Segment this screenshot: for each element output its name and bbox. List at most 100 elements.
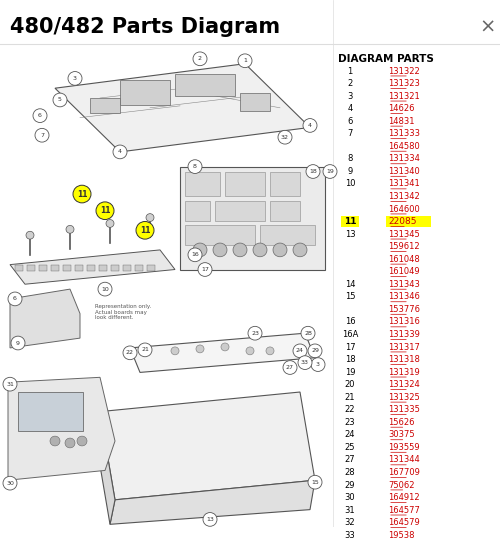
Bar xyxy=(185,172,220,196)
Circle shape xyxy=(196,345,204,353)
Text: 1: 1 xyxy=(243,58,247,63)
Text: 31: 31 xyxy=(6,381,14,387)
Text: 14: 14 xyxy=(345,280,355,289)
Polygon shape xyxy=(130,333,315,372)
Text: 131318: 131318 xyxy=(388,355,420,364)
Text: 32: 32 xyxy=(281,134,289,140)
Bar xyxy=(111,265,119,272)
Text: 153776: 153776 xyxy=(388,305,420,314)
Text: 3: 3 xyxy=(73,76,77,81)
Bar xyxy=(260,225,315,245)
Circle shape xyxy=(68,72,82,85)
Text: 1: 1 xyxy=(348,67,352,75)
Text: 10: 10 xyxy=(101,287,109,292)
Text: 164600: 164600 xyxy=(388,204,420,214)
Bar xyxy=(270,172,300,196)
Text: 7: 7 xyxy=(348,129,352,138)
Text: 131341: 131341 xyxy=(388,180,420,188)
Text: 21: 21 xyxy=(141,348,149,352)
Circle shape xyxy=(198,263,212,277)
Circle shape xyxy=(213,243,227,257)
Circle shape xyxy=(246,347,254,355)
Text: 30: 30 xyxy=(344,493,356,502)
Text: 11: 11 xyxy=(77,189,88,199)
Bar xyxy=(270,201,300,221)
Bar xyxy=(39,265,47,272)
Bar xyxy=(215,201,265,221)
Text: 16A: 16A xyxy=(342,330,358,339)
Text: 31: 31 xyxy=(344,506,356,515)
Text: 161048: 161048 xyxy=(388,254,420,264)
Text: 24: 24 xyxy=(296,349,304,353)
Polygon shape xyxy=(95,412,115,525)
Circle shape xyxy=(138,343,152,357)
Text: 33: 33 xyxy=(344,530,356,538)
Circle shape xyxy=(66,225,74,233)
Text: 32: 32 xyxy=(344,518,356,527)
Text: 4: 4 xyxy=(118,150,122,154)
Circle shape xyxy=(26,231,34,239)
Text: 131322: 131322 xyxy=(388,67,420,75)
Text: 3: 3 xyxy=(348,91,352,101)
Text: 28: 28 xyxy=(344,468,356,477)
Circle shape xyxy=(203,513,217,526)
Text: 193559: 193559 xyxy=(388,443,420,452)
Text: 161049: 161049 xyxy=(388,267,420,277)
Text: 28: 28 xyxy=(304,331,312,336)
Bar xyxy=(175,74,235,96)
Polygon shape xyxy=(110,480,315,525)
Bar xyxy=(51,265,59,272)
Text: 131316: 131316 xyxy=(388,317,420,327)
Bar xyxy=(135,265,143,272)
Circle shape xyxy=(146,214,154,222)
Circle shape xyxy=(33,109,47,123)
Text: 18: 18 xyxy=(309,169,317,174)
Text: 30: 30 xyxy=(6,480,14,486)
Bar xyxy=(225,172,265,196)
Polygon shape xyxy=(100,392,315,500)
Text: ×: × xyxy=(480,18,496,37)
Circle shape xyxy=(136,222,154,239)
Circle shape xyxy=(96,202,114,220)
Bar xyxy=(123,265,131,272)
Circle shape xyxy=(35,129,49,142)
Text: 15: 15 xyxy=(345,292,355,301)
FancyBboxPatch shape xyxy=(341,216,359,227)
Circle shape xyxy=(106,220,114,228)
Text: 131345: 131345 xyxy=(388,230,420,239)
Circle shape xyxy=(293,243,307,257)
Text: 21: 21 xyxy=(345,393,355,402)
Text: DIAGRAM PARTS: DIAGRAM PARTS xyxy=(338,54,434,64)
Text: 131342: 131342 xyxy=(388,192,420,201)
Text: 6: 6 xyxy=(13,296,17,301)
Text: 30375: 30375 xyxy=(388,430,414,440)
Bar xyxy=(240,93,270,111)
Text: 23: 23 xyxy=(344,418,356,427)
Circle shape xyxy=(238,54,252,68)
Text: 13: 13 xyxy=(206,517,214,522)
Text: 25: 25 xyxy=(345,443,355,452)
Text: 27: 27 xyxy=(286,365,294,370)
Text: 17: 17 xyxy=(344,343,356,351)
Text: 131325: 131325 xyxy=(388,393,420,402)
Bar xyxy=(180,167,325,270)
Text: 29: 29 xyxy=(345,480,355,490)
Text: 131346: 131346 xyxy=(388,292,420,301)
Circle shape xyxy=(193,243,207,257)
Bar xyxy=(75,265,83,272)
Bar xyxy=(99,265,107,272)
Text: 6: 6 xyxy=(348,117,352,126)
Circle shape xyxy=(98,282,112,296)
Text: 164579: 164579 xyxy=(388,518,420,527)
Circle shape xyxy=(11,336,25,350)
Circle shape xyxy=(65,438,75,448)
Circle shape xyxy=(77,436,87,446)
Text: 20: 20 xyxy=(345,380,355,389)
Circle shape xyxy=(308,344,322,358)
Circle shape xyxy=(3,476,17,490)
Text: 131340: 131340 xyxy=(388,167,420,176)
Text: 16: 16 xyxy=(344,317,356,327)
Circle shape xyxy=(253,243,267,257)
Circle shape xyxy=(188,248,202,261)
Text: 164577: 164577 xyxy=(388,506,420,515)
